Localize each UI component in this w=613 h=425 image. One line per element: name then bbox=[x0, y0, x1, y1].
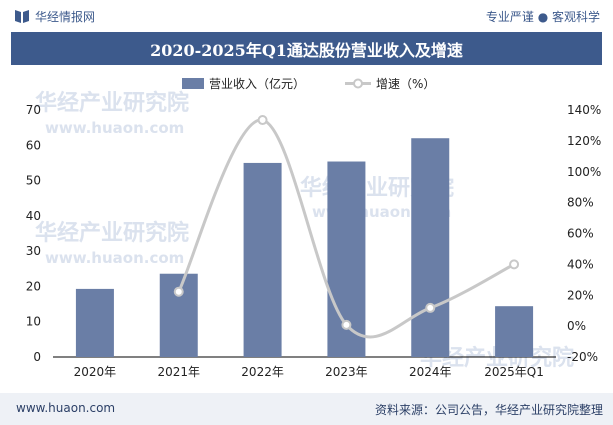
y-left-tick-label: 10 bbox=[26, 315, 41, 329]
x-tick-label: 2022年 bbox=[241, 365, 284, 379]
y-left-tick-label: 20 bbox=[26, 279, 41, 293]
growth-point bbox=[341, 319, 352, 330]
x-tick-label: 2021年 bbox=[157, 365, 200, 379]
x-tick-label: 2020年 bbox=[74, 365, 117, 379]
legend-line-label: 增速（%） bbox=[376, 77, 435, 91]
growth-point bbox=[509, 259, 520, 270]
chart-title-bar: 2020-2025年Q1通达股份营业收入及增速 bbox=[11, 32, 602, 65]
bar bbox=[243, 162, 282, 357]
chart-axes: 0 10 20 30 40 50 60 70 -20% 0% 20% 40% 60% 80% 100% 120… bbox=[26, 103, 602, 379]
watermark-url: www.huaon.com bbox=[45, 119, 184, 137]
logo-icon bbox=[15, 10, 29, 23]
y-right-tick-label: 40% bbox=[567, 257, 594, 271]
bar bbox=[411, 138, 450, 357]
y-right-tick-label: 80% bbox=[567, 196, 594, 210]
chart: 华经产业研究院华经产业研究院华经产业研究院华经产业研究院www.huaon.co… bbox=[26, 76, 602, 379]
y-left-tick-label: 0 bbox=[33, 350, 41, 364]
legend-bar-label: 营业收入（亿元） bbox=[209, 76, 305, 91]
chart-title: 2020-2025年Q1通达股份营业收入及增速 bbox=[150, 40, 463, 60]
watermark-text: 华经产业研究院 bbox=[35, 220, 189, 246]
y-left-tick-label: 60 bbox=[26, 138, 41, 152]
x-tick-label: 2024年 bbox=[409, 365, 452, 379]
watermark-layer: 华经产业研究院华经产业研究院华经产业研究院华经产业研究院www.huaon.co… bbox=[35, 90, 574, 371]
x-tick-label: 2025年Q1 bbox=[484, 365, 544, 379]
y-right-tick-label: 20% bbox=[567, 288, 594, 302]
brand-tagline: 专业严谨 ● 客观科学 bbox=[485, 10, 600, 24]
watermark-url: www.huaon.com bbox=[45, 249, 184, 267]
x-tick-label: 2023年 bbox=[325, 365, 368, 379]
y-right-tick-label: 100% bbox=[567, 165, 601, 179]
growth-point bbox=[173, 286, 184, 297]
bar bbox=[159, 273, 198, 357]
y-right-tick-label: 140% bbox=[567, 103, 601, 117]
footer-url: www.huaon.com bbox=[16, 401, 116, 415]
bar bbox=[495, 306, 534, 357]
watermark-text: 华经产业研究院 bbox=[35, 90, 189, 116]
growth-line bbox=[177, 118, 515, 339]
legend-bar-swatch bbox=[182, 78, 204, 89]
line-series bbox=[173, 115, 520, 339]
y-left-tick-label: 40 bbox=[26, 209, 41, 223]
growth-point bbox=[257, 115, 268, 126]
growth-point bbox=[425, 302, 436, 313]
y-right-tick-label: 0% bbox=[567, 319, 586, 333]
y-left-tick-label: 70 bbox=[26, 103, 41, 117]
y-left-tick-label: 50 bbox=[26, 174, 41, 188]
y-right-tick-label: 120% bbox=[567, 134, 601, 148]
y-right-tick-label: -20% bbox=[567, 350, 598, 364]
footer-bar bbox=[0, 393, 613, 425]
chart-legend: 营业收入（亿元） 增速（%） bbox=[182, 76, 435, 91]
brand-name: 华经情报网 bbox=[35, 10, 96, 24]
legend-line-marker bbox=[353, 78, 363, 89]
footer-source: 资料来源：公司公告，华经产业研究院整理 bbox=[374, 403, 603, 417]
y-right-tick-label: 60% bbox=[567, 227, 594, 241]
bar bbox=[75, 288, 114, 357]
bar-series bbox=[75, 138, 534, 357]
y-left-tick-label: 30 bbox=[26, 244, 41, 258]
top-bar: 华经情报网 专业严谨 ● 客观科学 bbox=[0, 0, 613, 32]
